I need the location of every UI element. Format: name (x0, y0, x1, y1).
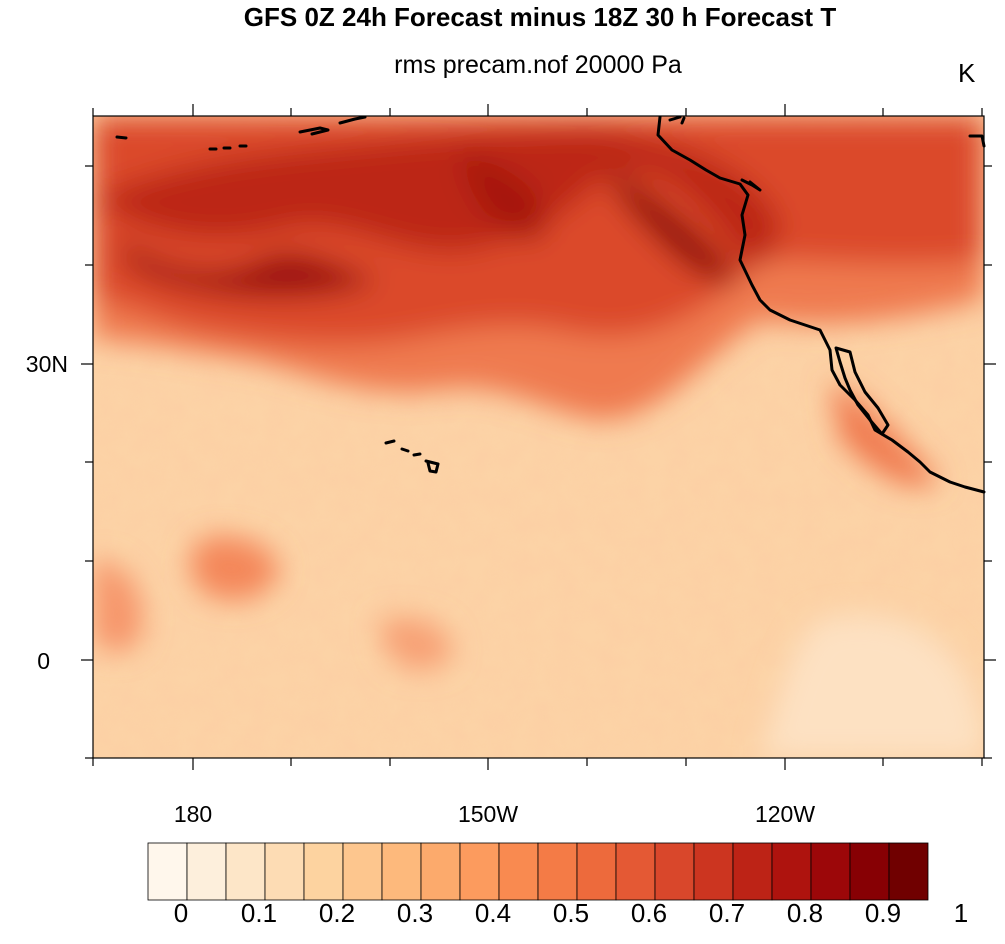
colorbar-box (186, 842, 227, 901)
puget-sound-coastline (740, 178, 762, 192)
aleutian-island (298, 126, 330, 136)
colorbar-box (615, 842, 656, 901)
colorbar-label: 0.8 (786, 898, 824, 928)
colorbar-box (264, 842, 305, 901)
x-tick-label-120w: 120W (755, 801, 815, 827)
colorbar-box (420, 842, 461, 901)
colorbar-label: 0.7 (708, 898, 746, 928)
vancouver-island-coastline (668, 115, 686, 125)
colorbar-box (147, 842, 188, 901)
aleutian-island-west (115, 135, 128, 140)
colorbar-box (381, 842, 422, 901)
colorbar-box (693, 842, 734, 901)
colorbar-label: 0 (173, 898, 189, 928)
hawaii-islands (384, 439, 440, 474)
x-tick-label-150w: 150W (458, 801, 518, 827)
colorbar-box (303, 842, 344, 901)
hudson-coastline-fragment (968, 134, 986, 148)
colorbar-box (498, 842, 539, 901)
coastlines (115, 115, 986, 494)
y-tick-label-0: 0 (37, 648, 50, 674)
colorbar-label: 0.3 (396, 898, 434, 928)
colorbar-label: 0.1 (240, 898, 278, 928)
colorbar-label: 0.4 (474, 898, 512, 928)
colorbar-box (537, 842, 578, 901)
units-label: K (958, 58, 976, 88)
x-tick-label-180: 180 (174, 801, 212, 827)
colorbar-label: 0.6 (630, 898, 668, 928)
axis-labels: 30N 0 180 150W 120W (26, 351, 816, 827)
north-america-coastline (656, 115, 986, 494)
colorbar-label: 0.9 (864, 898, 902, 928)
temperature-field (93, 116, 984, 758)
colorbar-label: 1 (953, 898, 969, 928)
colorbar-label: 0.5 (552, 898, 590, 928)
baja-california-coastline (834, 346, 890, 436)
colorbar-box (732, 842, 773, 901)
colorbar-label: 0.2 (318, 898, 356, 928)
colorbar-box (459, 842, 500, 901)
aleutian-island-small (208, 144, 248, 151)
map-frame (92, 115, 985, 759)
axis-ticks (81, 104, 996, 770)
colorbar-box (576, 842, 617, 901)
colorbar-box (849, 842, 890, 901)
alaska-coastline (338, 115, 367, 125)
chart-subtitle: rms precam.nof 20000 Pa (394, 51, 682, 79)
colorbar (147, 842, 929, 901)
colorbar-box (225, 842, 266, 901)
colorbar-box (771, 842, 812, 901)
colorbar-box (888, 842, 929, 901)
colorbar-box (654, 842, 695, 901)
colorbar-box (342, 842, 383, 901)
chart-title: GFS 0Z 24h Forecast minus 18Z 30 h Forec… (243, 2, 837, 32)
y-tick-label-30n: 30N (26, 351, 68, 377)
colorbar-box (810, 842, 851, 901)
